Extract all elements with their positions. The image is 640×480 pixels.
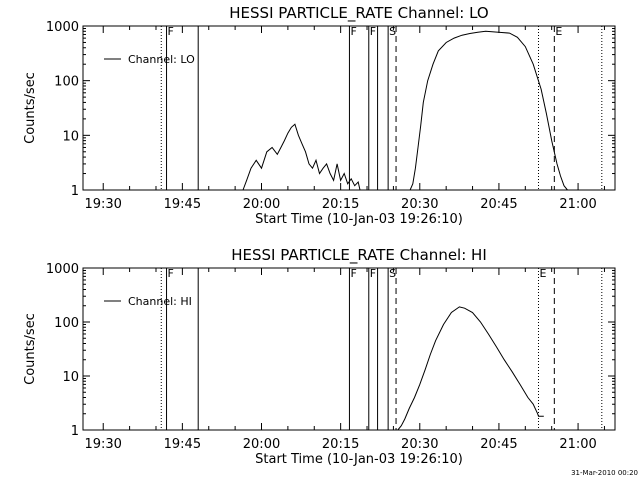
- legend-label: Channel: LO: [128, 53, 195, 66]
- y-tick-label: 10: [62, 129, 79, 144]
- x-tick-label: 21:00: [559, 437, 596, 452]
- x-tick-label: 20:30: [401, 437, 438, 452]
- y-axis-label: Counts/sec: [23, 313, 38, 385]
- y-tick-label: 100: [54, 75, 79, 90]
- x-axis-label: Start Time (10-Jan-03 19:26:10): [255, 212, 463, 227]
- x-tick-label: 21:00: [559, 197, 596, 212]
- y-tick-label: 1000: [46, 20, 79, 35]
- chart-title: HESSI PARTICLE_RATE Channel: LO: [229, 4, 488, 23]
- annotation-label: F: [168, 25, 174, 38]
- annotation-label: E: [555, 25, 562, 38]
- legend-label: Channel: HI: [128, 295, 192, 308]
- x-tick-label: 20:00: [243, 437, 280, 452]
- data-series-line: [397, 306, 544, 431]
- annotation-label: F: [168, 267, 174, 280]
- footer-datestamp: 31-Mar-2010 00:20: [571, 469, 638, 477]
- x-tick-label: 19:30: [84, 437, 121, 452]
- x-axis-label: Start Time (10-Jan-03 19:26:10): [255, 452, 463, 467]
- annotation-label: F: [370, 267, 376, 280]
- annotation-label: S: [389, 267, 396, 280]
- x-tick-label: 20:45: [480, 437, 517, 452]
- y-tick-label: 1: [71, 424, 79, 439]
- x-tick-label: 20:15: [322, 197, 359, 212]
- x-tick-label: 20:00: [243, 197, 280, 212]
- x-tick-label: 19:45: [164, 197, 201, 212]
- x-tick-label: 19:45: [164, 437, 201, 452]
- x-tick-label: 20:15: [322, 437, 359, 452]
- annotation-label: F: [350, 267, 356, 280]
- annotation-label: F: [350, 25, 356, 38]
- lo-channel-chart: HESSI PARTICLE_RATE Channel: LO 1 10 100 100…: [23, 4, 616, 227]
- y-tick-label: 1000: [46, 262, 79, 277]
- y-axis-label: Counts/sec: [23, 72, 38, 144]
- y-tick-label: 1: [71, 184, 79, 199]
- y-tick-label: 10: [62, 370, 79, 385]
- x-tick-label: 20:30: [401, 197, 438, 212]
- chart-title: HESSI PARTICLE_RATE Channel: HI: [231, 246, 487, 265]
- annotation-label: S: [389, 25, 396, 38]
- annotation-label: E: [539, 267, 546, 280]
- hi-channel-chart: HESSI PARTICLE_RATE Channel: HI 1 10 100 100…: [23, 246, 616, 467]
- data-series-line: [242, 30, 568, 191]
- y-tick-label: 100: [54, 316, 79, 331]
- annotation-label: F: [370, 25, 376, 38]
- x-tick-label: 19:30: [84, 197, 121, 212]
- x-tick-label: 20:45: [480, 197, 517, 212]
